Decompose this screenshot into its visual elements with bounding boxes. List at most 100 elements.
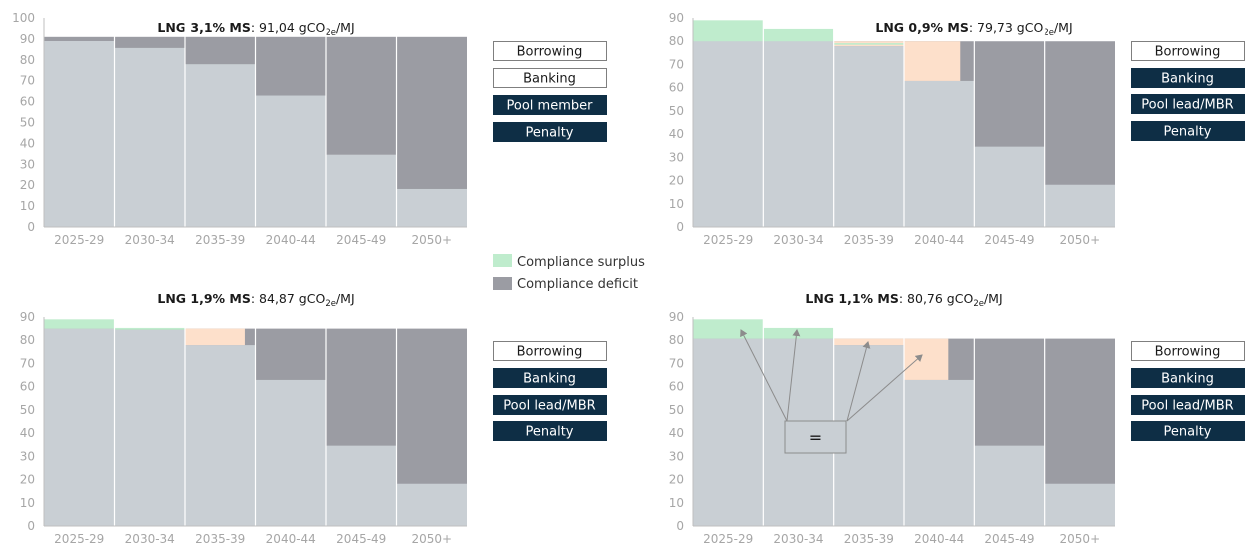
legend-label-surplus: Compliance surplus bbox=[517, 255, 645, 270]
option-button[interactable]: Banking bbox=[1131, 368, 1245, 388]
button-box bbox=[1131, 341, 1245, 361]
button-box bbox=[493, 41, 607, 61]
y-tick-label: 10 bbox=[20, 199, 35, 213]
button-box bbox=[1131, 121, 1245, 141]
y-tick-label: 40 bbox=[669, 426, 684, 440]
y-tick-label: 20 bbox=[20, 473, 35, 487]
peach-segment bbox=[833, 338, 904, 346]
x-tick-label: 2050+ bbox=[411, 532, 452, 546]
base-bar bbox=[185, 64, 256, 228]
button-box bbox=[1131, 368, 1245, 388]
y-tick-label: 30 bbox=[20, 449, 35, 463]
base-bar bbox=[693, 338, 764, 526]
y-tick-label: 10 bbox=[669, 197, 684, 211]
equal-sign: = bbox=[809, 428, 822, 447]
option-button[interactable]: Pool member bbox=[493, 95, 607, 115]
button-label: Borrowing bbox=[1155, 345, 1221, 360]
option-button[interactable]: Penalty bbox=[1131, 121, 1245, 141]
y-tick-label: 60 bbox=[20, 95, 35, 109]
button-label: Borrowing bbox=[517, 45, 583, 60]
y-tick-label: 0 bbox=[676, 220, 684, 234]
base-bar bbox=[326, 445, 397, 526]
x-tick-label: 2025-29 bbox=[54, 233, 104, 247]
peach-segment bbox=[904, 41, 961, 81]
y-tick-label: 80 bbox=[669, 333, 684, 347]
chart-title: LNG 3,1% MS: 91,04 gCO2e/MJ bbox=[157, 20, 354, 38]
y-tick-label: 90 bbox=[20, 310, 35, 324]
base-bar bbox=[44, 328, 115, 526]
chart-title: LNG 1,9% MS: 84,87 gCO2e/MJ bbox=[157, 291, 354, 309]
chart-title: LNG 0,9% MS: 79,73 gCO2e/MJ bbox=[875, 20, 1072, 38]
button-label: Penalty bbox=[526, 425, 574, 440]
annotation-arrow bbox=[846, 341, 871, 422]
option-button[interactable]: Banking bbox=[493, 68, 607, 88]
button-label: Borrowing bbox=[1155, 45, 1221, 60]
button-box bbox=[1131, 94, 1245, 114]
title-value: : 79,73 gCO bbox=[969, 20, 1044, 35]
title-bold: LNG 0,9% MS bbox=[875, 20, 969, 35]
option-button[interactable]: Penalty bbox=[1131, 421, 1245, 441]
y-tick-label: 0 bbox=[27, 519, 35, 533]
surplus-segment bbox=[693, 20, 764, 42]
title-unit: /MJ bbox=[336, 20, 355, 35]
y-tick-label: 70 bbox=[20, 74, 35, 88]
base-bar bbox=[396, 188, 467, 227]
title-value: : 91,04 gCO bbox=[251, 20, 326, 35]
option-button[interactable]: Pool lead/MBR bbox=[493, 395, 607, 415]
title-subscript: 2e bbox=[1043, 28, 1054, 38]
title-bold: LNG 3,1% MS bbox=[157, 20, 251, 35]
y-tick-label: 90 bbox=[20, 32, 35, 46]
button-label: Penalty bbox=[1164, 425, 1212, 440]
button-label: Pool lead/MBR bbox=[1141, 399, 1233, 414]
legend-label-deficit: Compliance deficit bbox=[517, 277, 638, 292]
y-tick-label: 70 bbox=[20, 356, 35, 370]
annotation-arrow bbox=[846, 354, 923, 422]
option-button[interactable]: Penalty bbox=[493, 421, 607, 441]
button-label: Penalty bbox=[526, 126, 574, 141]
surplus-segment bbox=[763, 28, 834, 42]
option-button[interactable]: Borrowing bbox=[493, 41, 607, 61]
chart-lng11: LNG 1,1% MS: 80,76 gCO2e/MJ 0 10 20 30 40 50 60… bbox=[669, 291, 1245, 546]
option-button[interactable]: Penalty bbox=[493, 122, 607, 142]
legend-swatch-surplus bbox=[493, 254, 512, 267]
y-tick-label: 30 bbox=[669, 449, 684, 463]
option-button[interactable]: Borrowing bbox=[493, 341, 607, 361]
y-tick-label: 40 bbox=[20, 136, 35, 150]
option-button[interactable]: Borrowing bbox=[1131, 41, 1245, 61]
base-bar bbox=[763, 41, 834, 227]
x-tick-label: 2035-39 bbox=[195, 233, 245, 247]
base-bar bbox=[904, 80, 975, 227]
y-tick-label: 80 bbox=[20, 333, 35, 347]
peach-segment bbox=[904, 338, 949, 380]
x-tick-label: 2045-49 bbox=[336, 233, 386, 247]
x-tick-label: 2040-44 bbox=[914, 233, 964, 247]
chart-title: LNG 1,1% MS: 80,76 gCO2e/MJ bbox=[805, 291, 1002, 309]
x-tick-label: 2030-34 bbox=[125, 532, 175, 546]
legend: Compliance surplus Compliance deficit bbox=[493, 254, 645, 292]
base-bar bbox=[1044, 483, 1115, 526]
y-tick-label: 60 bbox=[669, 81, 684, 95]
y-tick-label: 70 bbox=[669, 356, 684, 370]
annotation-arrow bbox=[786, 329, 801, 422]
base-bar bbox=[974, 146, 1045, 227]
y-tick-label: 50 bbox=[669, 104, 684, 118]
option-button[interactable]: Borrowing bbox=[1131, 341, 1245, 361]
y-tick-label: 20 bbox=[20, 178, 35, 192]
base-bar bbox=[693, 41, 764, 227]
chart-lng19: LNG 1,9% MS: 84,87 gCO2e/MJ 0 10 20 30 40 50 60… bbox=[20, 291, 607, 546]
button-label: Banking bbox=[523, 372, 576, 387]
title-unit: /MJ bbox=[1054, 20, 1073, 35]
base-bar bbox=[904, 379, 975, 526]
x-tick-label: 2045-49 bbox=[984, 532, 1034, 546]
option-button[interactable]: Banking bbox=[493, 368, 607, 388]
x-tick-label: 2040-44 bbox=[914, 532, 964, 546]
x-tick-label: 2050+ bbox=[1060, 233, 1101, 247]
button-box bbox=[1131, 395, 1245, 415]
option-button[interactable]: Pool lead/MBR bbox=[1131, 94, 1245, 114]
button-box bbox=[493, 68, 607, 88]
option-button[interactable]: Banking bbox=[1131, 68, 1245, 88]
button-label: Pool lead/MBR bbox=[1141, 98, 1233, 113]
option-button[interactable]: Pool lead/MBR bbox=[1131, 395, 1245, 415]
title-bold: LNG 1,9% MS bbox=[157, 291, 251, 306]
y-tick-label: 40 bbox=[669, 127, 684, 141]
